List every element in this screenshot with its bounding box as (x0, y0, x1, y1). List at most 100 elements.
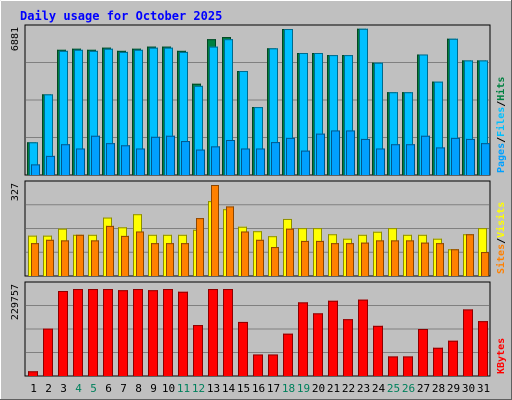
bar-sites (166, 243, 174, 276)
chart-panels: 6881Pages/Files/Hits327Sites/Visits22975… (10, 24, 507, 377)
bar-sites (346, 243, 354, 276)
x-tick-label: 28 (432, 382, 445, 395)
bar-sites (316, 240, 324, 276)
x-tick-label: 5 (90, 382, 97, 395)
bar-kbytes (388, 356, 398, 376)
legend-part: Pages (496, 143, 507, 173)
x-tick-label: 13 (207, 382, 220, 395)
x-tick-label: 22 (342, 382, 355, 395)
legend-part: / (496, 101, 507, 107)
bar-sites (436, 243, 444, 276)
x-tick-label: 8 (135, 382, 142, 395)
bar-sites (76, 234, 84, 276)
bar-kbytes (238, 321, 248, 376)
bar-kbytes (223, 289, 233, 376)
bar-sites (46, 239, 54, 276)
x-tick-label: 9 (150, 382, 157, 395)
bar-pages (436, 147, 445, 175)
legend-part: / (496, 238, 507, 244)
bar-kbytes (328, 300, 338, 376)
bar-pages (331, 130, 340, 175)
legend-part: Visits (495, 202, 507, 238)
bar-sites (466, 234, 474, 276)
bar-pages (271, 142, 280, 175)
legend-part: Files (495, 107, 507, 137)
bar-kbytes (148, 290, 158, 376)
x-tick-label: 16 (252, 382, 265, 395)
bar-sites (481, 252, 489, 276)
x-tick-label: 17 (267, 382, 280, 395)
bar-pages (376, 148, 385, 175)
panel-2: 327 Sites/Visits (10, 180, 507, 277)
legend-part: Sites (495, 244, 507, 274)
x-axis-day-labels: 1 2 3 4 5 6 7 8 9 10 11 12 13 14 15 16 17 18 19 20 21 22 23 24 2… (30, 382, 490, 395)
bar-sites (211, 185, 219, 276)
panel-3: 229757 KBytes (10, 281, 507, 377)
bar-kbytes (343, 319, 353, 376)
bar-sites (301, 240, 309, 276)
bar-kbytes (58, 290, 68, 376)
bar-kbytes (193, 325, 203, 376)
x-tick-label: 1 (30, 382, 37, 395)
chart-title: Daily usage for October 2025 (20, 9, 222, 23)
bar-pages (211, 146, 220, 175)
bar-kbytes (463, 309, 473, 376)
bar-sites (421, 242, 429, 276)
bar-sites (406, 240, 414, 276)
bar-sites (451, 249, 459, 276)
bar-kbytes (133, 289, 143, 376)
bar-sites (106, 225, 114, 276)
bar-pages (196, 149, 205, 175)
x-tick-label: 24 (372, 382, 386, 395)
bar-pages (451, 137, 460, 175)
bar-pages (466, 138, 475, 175)
x-tick-label: 11 (177, 382, 190, 395)
x-tick-label: 3 (60, 382, 67, 395)
bar-sites (31, 243, 39, 276)
x-tick-label: 10 (162, 382, 175, 395)
bar-sites (271, 247, 279, 276)
bar-pages (61, 144, 70, 175)
bar-sites (331, 243, 339, 276)
x-tick-label: 26 (402, 382, 415, 395)
bar-pages (346, 130, 355, 175)
bar-kbytes (163, 289, 173, 376)
bar-pages (76, 148, 85, 175)
bar-sites (256, 239, 264, 276)
x-tick-label: 18 (282, 382, 295, 395)
bar-kbytes (478, 321, 488, 376)
bar-kbytes (208, 289, 218, 376)
bar-sites (226, 206, 234, 276)
x-tick-label: 31 (477, 382, 490, 395)
bar-pages (106, 143, 115, 175)
bar-pages (301, 150, 310, 175)
bar-sites (241, 231, 249, 276)
bar-pages (136, 148, 145, 175)
legend-part: / (496, 137, 507, 143)
legend-label: Sites/Visits (495, 202, 507, 274)
bar-kbytes (88, 289, 98, 376)
bar-pages (151, 136, 160, 175)
x-tick-label: 12 (192, 382, 205, 395)
bar-sites (181, 243, 189, 276)
bar-kbytes (403, 356, 413, 376)
bar-kbytes (433, 347, 443, 376)
bar-kbytes (268, 354, 278, 376)
y-max-label: 327 (10, 183, 21, 201)
bar-pages (91, 135, 100, 175)
bar-pages (406, 144, 415, 175)
bar-sites (286, 228, 294, 276)
x-tick-label: 20 (312, 382, 325, 395)
bar-pages (361, 138, 370, 175)
x-tick-label: 25 (387, 382, 400, 395)
x-tick-label: 27 (417, 382, 430, 395)
bar-pages (181, 141, 190, 175)
bar-sites (61, 240, 69, 276)
x-tick-label: 14 (222, 382, 236, 395)
x-tick-label: 21 (327, 382, 340, 395)
legend-label: Pages/Files/Hits (495, 77, 507, 173)
bar-sites (376, 240, 384, 276)
bar-kbytes (253, 354, 263, 376)
